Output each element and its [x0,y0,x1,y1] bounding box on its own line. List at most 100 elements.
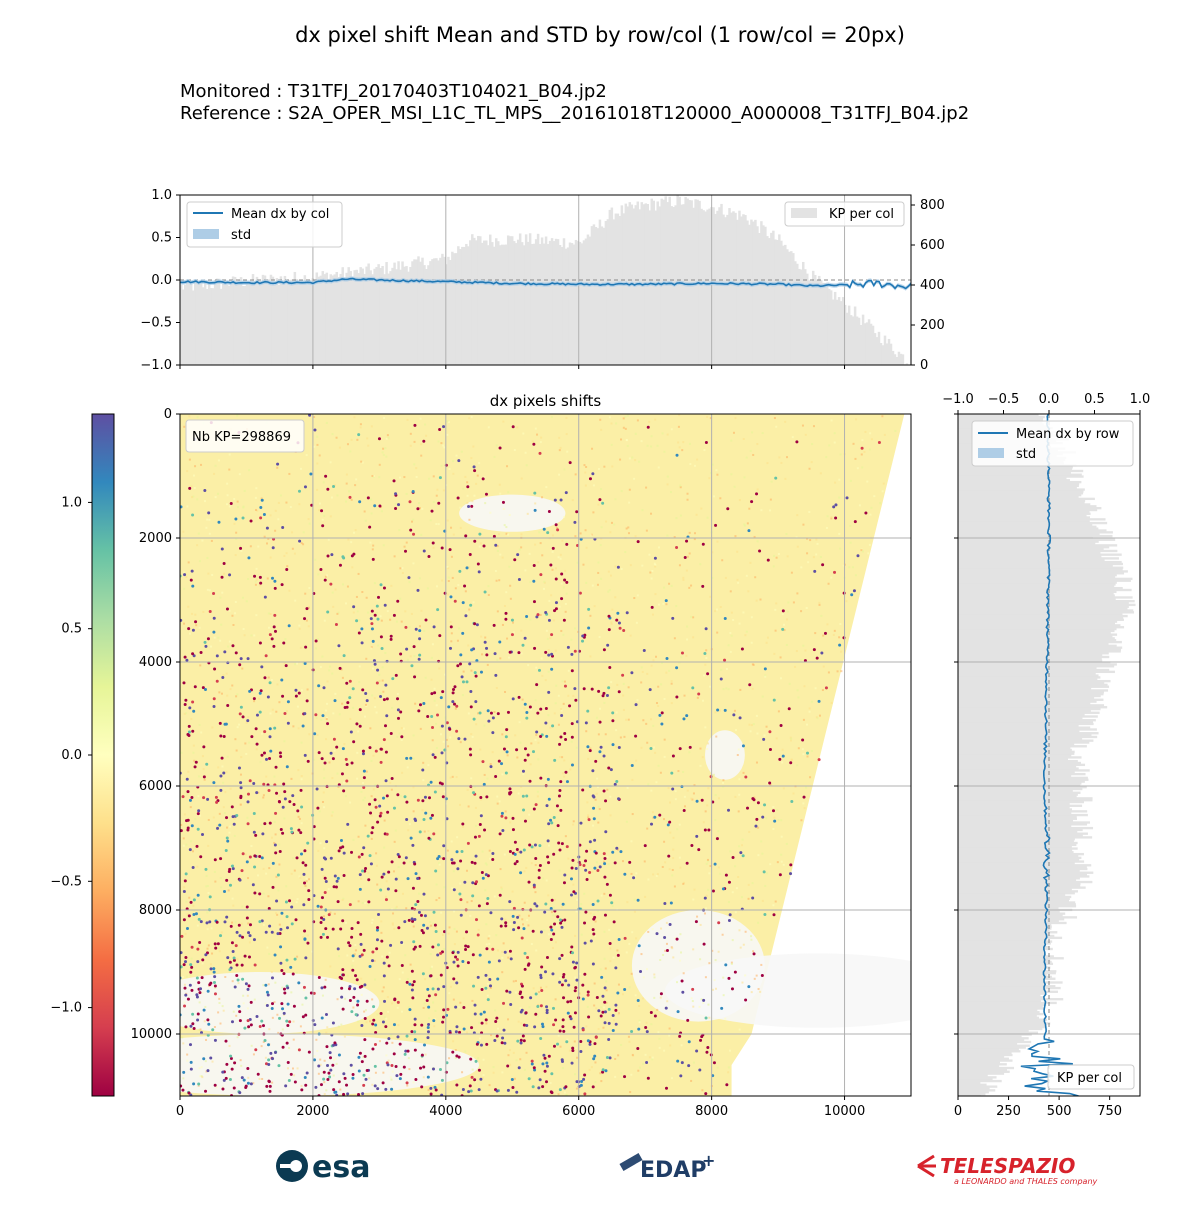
kp-texture [748,831,750,833]
kp-texture [383,454,385,456]
kp-texture [514,1078,516,1080]
kp-texture [565,603,567,605]
kp-texture [598,468,600,470]
kp-outlier [618,690,621,693]
kp-texture [770,499,772,501]
kp-texture [395,503,397,505]
kp-outlier [540,931,543,934]
kp-outlier [450,625,453,628]
kp-texture [480,542,482,544]
kp-outlier [824,632,827,635]
kp-texture [198,1029,200,1031]
kp-outlier [253,812,256,815]
kp-outlier [357,1056,360,1059]
kp-outlier [631,764,634,767]
kp-outlier [517,926,520,929]
kp-outlier [795,440,798,443]
kp-texture [453,910,455,912]
kp-outlier [666,949,669,952]
kp-texture [736,887,738,889]
kp-texture [655,656,657,658]
kp-outlier [195,761,198,764]
kp-texture [301,689,303,691]
kp-texture [247,995,249,997]
kp-outlier [384,724,387,727]
kp-outlier [404,626,407,629]
kp-outlier [354,974,357,977]
kp-texture [566,593,568,595]
kp-texture [594,605,596,607]
kp-outlier [422,702,425,705]
kp-outlier [351,969,354,972]
kp-outlier [583,1092,586,1095]
kp-outlier [187,827,190,830]
kp-texture [404,546,406,548]
kp-texture [433,547,435,549]
kp-texture [728,644,730,646]
kp-texture [629,457,631,459]
kp-texture [248,469,250,471]
kp-outlier [618,938,621,941]
kp-texture [645,1054,647,1056]
kp-texture [600,968,602,970]
kp-outlier [259,582,262,585]
kp-texture [716,541,718,543]
kp-texture [371,998,373,1000]
kp-texture [451,632,453,634]
kp-outlier [431,946,434,949]
kp-outlier [608,1022,611,1025]
kp-texture [688,587,690,589]
kp-outlier [369,811,372,814]
x-tick-label: 0 [176,1104,184,1119]
kp-outlier [525,711,528,714]
kp-texture [830,577,832,579]
kp-outlier [197,812,200,815]
kp-texture [453,534,455,536]
kp-outlier [428,994,431,997]
kp-outlier [645,1061,648,1064]
kp-texture [367,904,369,906]
kp-outlier [454,1006,457,1009]
kp-outlier [300,1088,303,1091]
kp-texture [666,1000,668,1002]
kp-texture [331,673,333,675]
kp-texture [184,713,186,715]
kp-texture [628,502,630,504]
kp-outlier [247,988,250,991]
kp-texture [665,603,667,605]
kp-texture [752,454,754,456]
kp-outlier [390,638,393,641]
kp-texture [630,635,632,637]
kp-texture [701,1089,703,1091]
kp-outlier [399,652,402,655]
kp-outlier [574,986,577,989]
kp-texture [330,515,332,517]
kp-outlier [273,625,276,628]
kp-outlier [607,1038,610,1041]
kp-outlier [587,994,590,997]
kp-texture [392,912,394,914]
kp-texture [683,972,685,974]
kp-texture [241,668,243,670]
kp-outlier [601,502,604,505]
kp-outlier [570,945,573,948]
kp-outlier [478,570,481,573]
kp-outlier [508,792,511,795]
kp-outlier [511,633,514,636]
kp-texture [802,753,804,755]
kp-texture [781,761,783,763]
kp-texture [682,441,684,443]
kp-texture [390,1076,392,1078]
kp-texture [564,955,566,957]
kp-outlier [614,966,617,969]
kp-texture [751,431,753,433]
kp-outlier [290,827,293,830]
kp-outlier [481,760,484,763]
kp-texture [703,821,705,823]
kp-texture [515,980,517,982]
kp-outlier [426,999,429,1002]
kp-texture [818,604,820,606]
kp-outlier [197,894,200,897]
kp-outlier [253,865,256,868]
